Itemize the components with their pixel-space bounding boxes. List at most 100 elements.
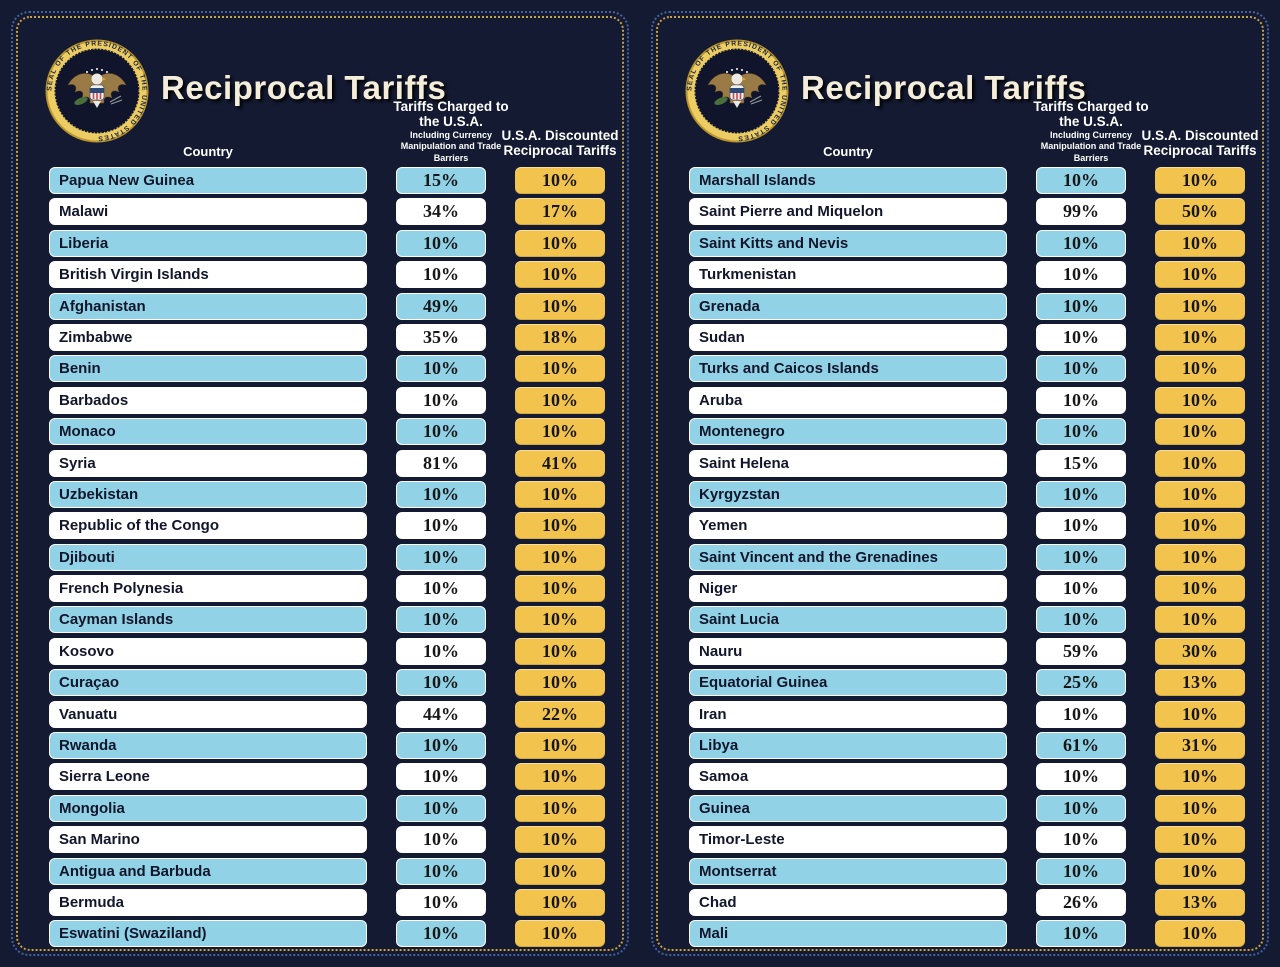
country-cell: Djibouti: [49, 543, 367, 571]
discounted-tariff-cell: 10%: [1155, 575, 1245, 603]
table-row: Barbados 10% 10%: [49, 386, 605, 414]
tariff-panel-left: Reciprocal Tariffs Tariffs Charged to th…: [9, 9, 631, 958]
charged-tariff-cell: 34%: [396, 198, 486, 226]
discounted-tariff-cell: 13%: [1155, 669, 1245, 697]
country-cell: Eswatini (Swaziland): [49, 920, 367, 948]
country-cell: Bermuda: [49, 888, 367, 916]
column-header-country: Country: [183, 144, 233, 159]
charged-tariff-cell: 10%: [1036, 794, 1126, 822]
charged-tariff-cell: 10%: [396, 637, 486, 665]
charged-tariff-cell: 49%: [396, 292, 486, 320]
charged-tariff-cell: 44%: [396, 700, 486, 728]
table-row: Nauru 59% 30%: [689, 637, 1245, 665]
charged-tariff-cell: 10%: [1036, 323, 1126, 351]
country-cell: Turks and Caicos Islands: [689, 355, 1007, 383]
country-cell: Niger: [689, 575, 1007, 603]
country-cell: Samoa: [689, 763, 1007, 791]
discounted-tariff-cell: 50%: [1155, 198, 1245, 226]
charged-tariff-cell: 81%: [396, 449, 486, 477]
charged-tariff-cell: 99%: [1036, 198, 1126, 226]
country-cell: Yemen: [689, 512, 1007, 540]
country-cell: Malawi: [49, 198, 367, 226]
charged-tariff-cell: 10%: [1036, 512, 1126, 540]
column-header-tariffs-charged-main: Tariffs Charged to the U.S.A.: [1033, 99, 1149, 130]
discounted-tariff-cell: 13%: [1155, 888, 1245, 916]
charged-tariff-cell: 10%: [396, 261, 486, 289]
country-cell: Saint Kitts and Nevis: [689, 229, 1007, 257]
discounted-tariff-cell: 10%: [1155, 480, 1245, 508]
table-row: Equatorial Guinea 25% 13%: [689, 669, 1245, 697]
table-row: Grenada 10% 10%: [689, 292, 1245, 320]
charged-tariff-cell: 26%: [1036, 888, 1126, 916]
discounted-tariff-cell: 10%: [515, 512, 605, 540]
discounted-tariff-cell: 10%: [1155, 794, 1245, 822]
country-cell: Grenada: [689, 292, 1007, 320]
country-cell: British Virgin Islands: [49, 261, 367, 289]
country-cell: Benin: [49, 355, 367, 383]
table-row: Turks and Caicos Islands 10% 10%: [689, 355, 1245, 383]
panel-header: Reciprocal Tariffs Tariffs Charged to th…: [9, 9, 631, 167]
table-row: Marshall Islands 10% 10%: [689, 167, 1245, 194]
discounted-tariff-cell: 10%: [1155, 386, 1245, 414]
page-title: Reciprocal Tariffs: [161, 69, 447, 106]
country-cell: Afghanistan: [49, 292, 367, 320]
charged-tariff-cell: 10%: [1036, 418, 1126, 446]
discounted-tariff-cell: 10%: [515, 669, 605, 697]
discounted-tariff-cell: 10%: [515, 386, 605, 414]
charged-tariff-cell: 10%: [1036, 167, 1126, 194]
presidential-seal-icon: [685, 39, 789, 143]
discounted-tariff-cell: 10%: [515, 167, 605, 194]
charged-tariff-cell: 10%: [1036, 575, 1126, 603]
charged-tariff-cell: 10%: [1036, 480, 1126, 508]
column-header-tariffs-charged: Tariffs Charged to the U.S.A. Including …: [391, 99, 511, 164]
table-row: Kyrgyzstan 10% 10%: [689, 480, 1245, 508]
charged-tariff-cell: 10%: [1036, 857, 1126, 885]
charged-tariff-cell: 10%: [1036, 386, 1126, 414]
country-cell: Barbados: [49, 386, 367, 414]
table-row: Guinea 10% 10%: [689, 794, 1245, 822]
country-cell: Nauru: [689, 637, 1007, 665]
charged-tariff-cell: 15%: [396, 167, 486, 194]
charged-tariff-cell: 10%: [396, 480, 486, 508]
column-header-discounted: U.S.A. Discounted Reciprocal Tariffs: [501, 128, 619, 159]
charged-tariff-cell: 10%: [396, 763, 486, 791]
table-row: Saint Vincent and the Grenadines 10% 10%: [689, 543, 1245, 571]
country-cell: Monaco: [49, 418, 367, 446]
table-row: Niger 10% 10%: [689, 575, 1245, 603]
discounted-tariff-cell: 10%: [515, 920, 605, 948]
discounted-tariff-cell: 17%: [515, 198, 605, 226]
country-cell: French Polynesia: [49, 575, 367, 603]
country-cell: Vanuatu: [49, 700, 367, 728]
table-row: Yemen 10% 10%: [689, 512, 1245, 540]
discounted-tariff-cell: 10%: [1155, 920, 1245, 948]
panel-header: Reciprocal Tariffs Tariffs Charged to th…: [649, 9, 1271, 167]
table-row: Saint Pierre and Miquelon 99% 50%: [689, 198, 1245, 226]
country-cell: Turkmenistan: [689, 261, 1007, 289]
discounted-tariff-cell: 10%: [1155, 418, 1245, 446]
charged-tariff-cell: 10%: [1036, 292, 1126, 320]
discounted-tariff-cell: 10%: [515, 575, 605, 603]
charged-tariff-cell: 10%: [396, 229, 486, 257]
discounted-tariff-cell: 10%: [515, 794, 605, 822]
table-row: Montserrat 10% 10%: [689, 857, 1245, 885]
charged-tariff-cell: 10%: [1036, 229, 1126, 257]
country-cell: Equatorial Guinea: [689, 669, 1007, 697]
discounted-tariff-cell: 10%: [515, 826, 605, 854]
column-header-country: Country: [823, 144, 873, 159]
discounted-tariff-cell: 10%: [515, 763, 605, 791]
discounted-tariff-cell: 30%: [1155, 637, 1245, 665]
table-row: Uzbekistan 10% 10%: [49, 480, 605, 508]
country-cell: Syria: [49, 449, 367, 477]
discounted-tariff-cell: 18%: [515, 323, 605, 351]
table-row: French Polynesia 10% 10%: [49, 575, 605, 603]
charged-tariff-cell: 10%: [1036, 543, 1126, 571]
table-row: Iran 10% 10%: [689, 700, 1245, 728]
table-row: Saint Helena 15% 10%: [689, 449, 1245, 477]
discounted-tariff-cell: 10%: [515, 857, 605, 885]
charged-tariff-cell: 25%: [1036, 669, 1126, 697]
country-cell: Mongolia: [49, 794, 367, 822]
table-row: Montenegro 10% 10%: [689, 418, 1245, 446]
charged-tariff-cell: 10%: [396, 669, 486, 697]
page-title: Reciprocal Tariffs: [801, 69, 1087, 106]
table-row: Saint Lucia 10% 10%: [689, 606, 1245, 634]
